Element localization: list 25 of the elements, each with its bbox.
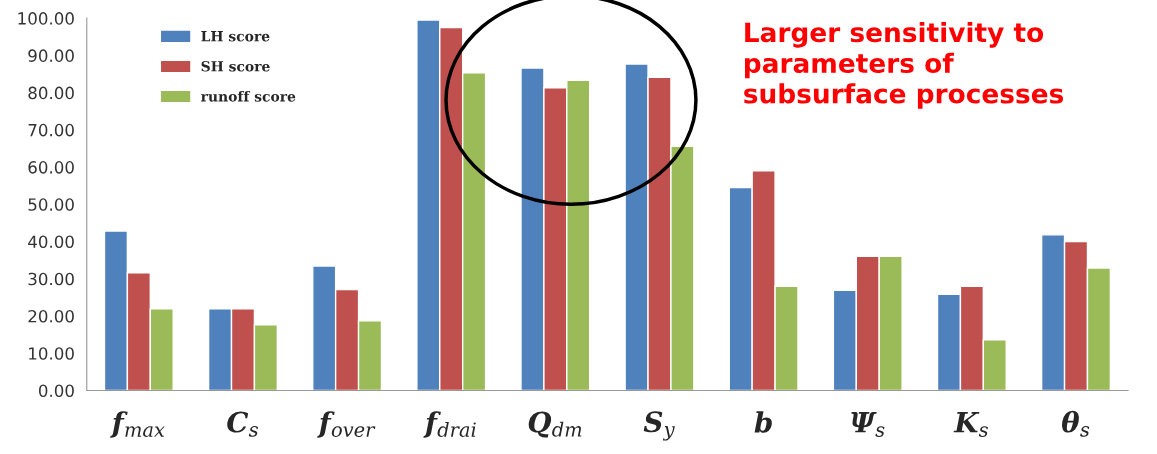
legend-label: SH score — [201, 61, 270, 72]
y-tick-label: 100.00 — [18, 12, 74, 25]
y-tick-label: 60.00 — [28, 161, 74, 174]
legend-label: runoff score — [201, 90, 296, 102]
x-tick-label: K$_{s}$ — [953, 412, 988, 437]
x-tick-label: f$_{drai}$ — [423, 411, 476, 438]
y-tick-label: 50.00 — [28, 198, 74, 211]
x-tick-label: S$_{y}$ — [643, 411, 675, 441]
x-tick-label: Q$_{dm}$ — [528, 411, 582, 438]
y-tick-label: 0.00 — [38, 384, 74, 398]
x-tick-label: θ$_{s}$ — [1061, 410, 1090, 437]
y-tick-label: 20.00 — [28, 309, 74, 323]
y-tick-label: 70.00 — [28, 123, 74, 137]
y-tick-label: 10.00 — [29, 347, 74, 360]
x-tick-label: f$_{over}$ — [317, 411, 376, 438]
x-tick-label: f$_{max}$ — [110, 411, 165, 438]
x-tick-label: Ψ$_{s}$ — [851, 412, 885, 437]
legend-label: LH score — [201, 31, 270, 42]
y-tick-label: 90.00 — [28, 49, 74, 62]
y-tick-label: 30.00 — [28, 272, 74, 286]
x-tick-label: b — [754, 411, 772, 433]
x-tick-label: C$_{s}$ — [227, 411, 258, 437]
y-tick-label: 80.00 — [28, 86, 74, 100]
annotation: Larger sensitivity to parameters of subsurface processes — [744, 21, 1064, 109]
y-tick-label: 40.00 — [28, 235, 74, 249]
